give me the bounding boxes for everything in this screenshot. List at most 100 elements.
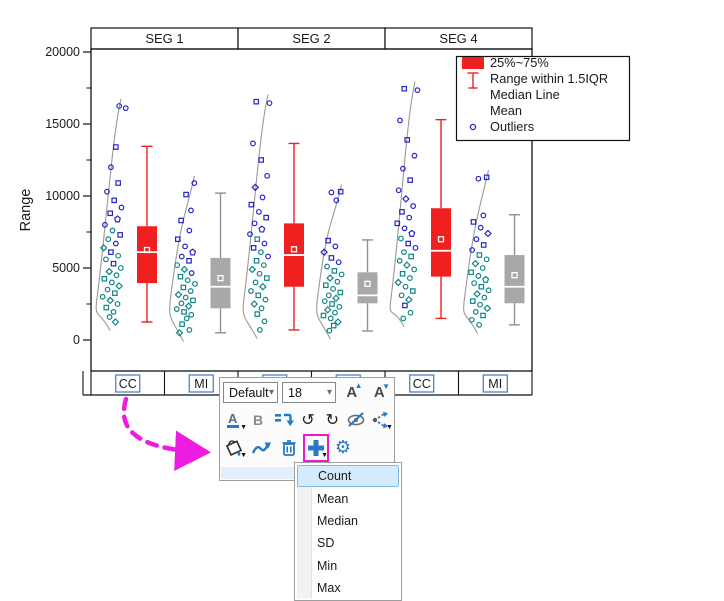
data-point [471,259,480,268]
data-point [481,294,488,301]
data-point [334,278,341,285]
data-point [181,309,187,315]
mean-marker-seg4-cc [437,236,445,243]
box-seg4-cc[interactable] [431,208,451,277]
category-label-box-seg4-mi[interactable] [482,374,508,393]
data-point [261,318,268,325]
rotate-cw-icon[interactable]: ↻ [325,410,340,429]
bold-icon[interactable]: B [248,408,270,432]
data-point [112,240,119,247]
reorder-arrow-icon[interactable] [251,436,273,460]
data-point [411,266,418,273]
data-point [408,229,416,237]
data-point [327,315,334,322]
data-point [477,301,483,308]
data-point [173,306,180,312]
data-point [480,242,487,248]
data-point [180,284,187,291]
box-seg2-mi[interactable] [357,272,378,304]
data-point [118,204,125,211]
rotate-ccw-icon[interactable]: ↺ [301,410,315,429]
menu-item-mean[interactable]: Mean [317,491,349,506]
box-seg1-mi[interactable] [210,257,231,309]
dropdown-triangle-icon: ▼ [240,424,247,431]
data-point [325,237,331,244]
category-label-box-seg1-cc[interactable] [115,374,141,393]
data-point [117,265,124,271]
add-labels-icon[interactable]: ▼ [303,434,329,462]
font-size-combo[interactable]: 18 ▾ [282,382,337,403]
category-label-seg4-cc: CC [413,377,431,391]
data-point [192,280,198,287]
data-point [188,270,195,276]
data-point [186,327,193,333]
data-point [178,300,185,307]
data-point [250,140,256,147]
data-point [175,236,181,243]
data-point [337,188,344,195]
data-point [399,209,405,215]
data-point [401,225,408,232]
data-point [320,248,328,257]
menu-item-median[interactable]: Median [317,513,358,528]
data-point [256,327,263,333]
box-seg4-mi[interactable] [504,255,525,304]
settings-gear-icon[interactable]: ⚙ [334,437,352,458]
data-point [247,231,253,238]
legend-label-0: 25%~75% [490,55,549,70]
data-point [116,103,123,109]
delete-icon[interactable] [278,436,300,460]
font-color-icon[interactable]: A ▼ [224,408,247,432]
increase-font-button[interactable]: A ▲ [346,381,363,402]
data-point [251,220,258,227]
font-name-combo[interactable]: Default ▾ [223,382,278,403]
data-point [113,272,120,279]
data-point [473,236,480,243]
data-point [337,289,344,296]
violin-curve-seg2-cc [242,94,269,339]
fill-color-icon[interactable]: ▼ [224,436,247,460]
data-point [255,292,262,299]
decrease-font-button[interactable]: A ▼ [373,382,390,402]
data-point [332,294,340,303]
data-point [399,270,406,277]
panel-label-3: SEG 4 [439,31,477,46]
violin-curve-seg1-mi [169,175,196,342]
data-point [482,275,490,283]
box-seg1-cc[interactable] [137,226,157,284]
data-point [188,207,194,214]
data-point [469,247,476,253]
data-point [105,236,112,243]
data-point [114,301,121,307]
chevron-down-icon: ▾ [327,386,333,398]
data-point [398,235,404,242]
data-point [330,322,337,329]
jitter-points-icon[interactable]: ▼ [370,408,393,432]
data-point [174,290,183,299]
data-point [410,288,416,294]
data-point [476,321,482,328]
data-point [105,267,114,276]
data-point [479,265,486,271]
data-point [483,256,490,263]
category-label-box-seg4-cc[interactable] [409,374,435,393]
menu-item-sd[interactable]: SD [317,536,335,551]
menu-item-count[interactable]: Count [297,465,399,488]
data-point [102,221,108,228]
data-point [321,298,328,305]
legend-box[interactable] [455,55,631,142]
hide-icon[interactable] [346,408,368,432]
menu-item-min[interactable]: Min [317,558,338,573]
data-point [484,229,492,238]
data-point [260,262,267,269]
data-point [177,273,184,280]
data-point [248,288,254,294]
data-point [254,311,261,317]
category-label-box-seg1-mi[interactable] [188,374,214,393]
data-point [322,282,329,289]
data-point [261,240,268,247]
apply-format-icon[interactable] [273,408,295,432]
data-point [184,302,193,311]
menu-item-max[interactable]: Max [317,581,341,596]
